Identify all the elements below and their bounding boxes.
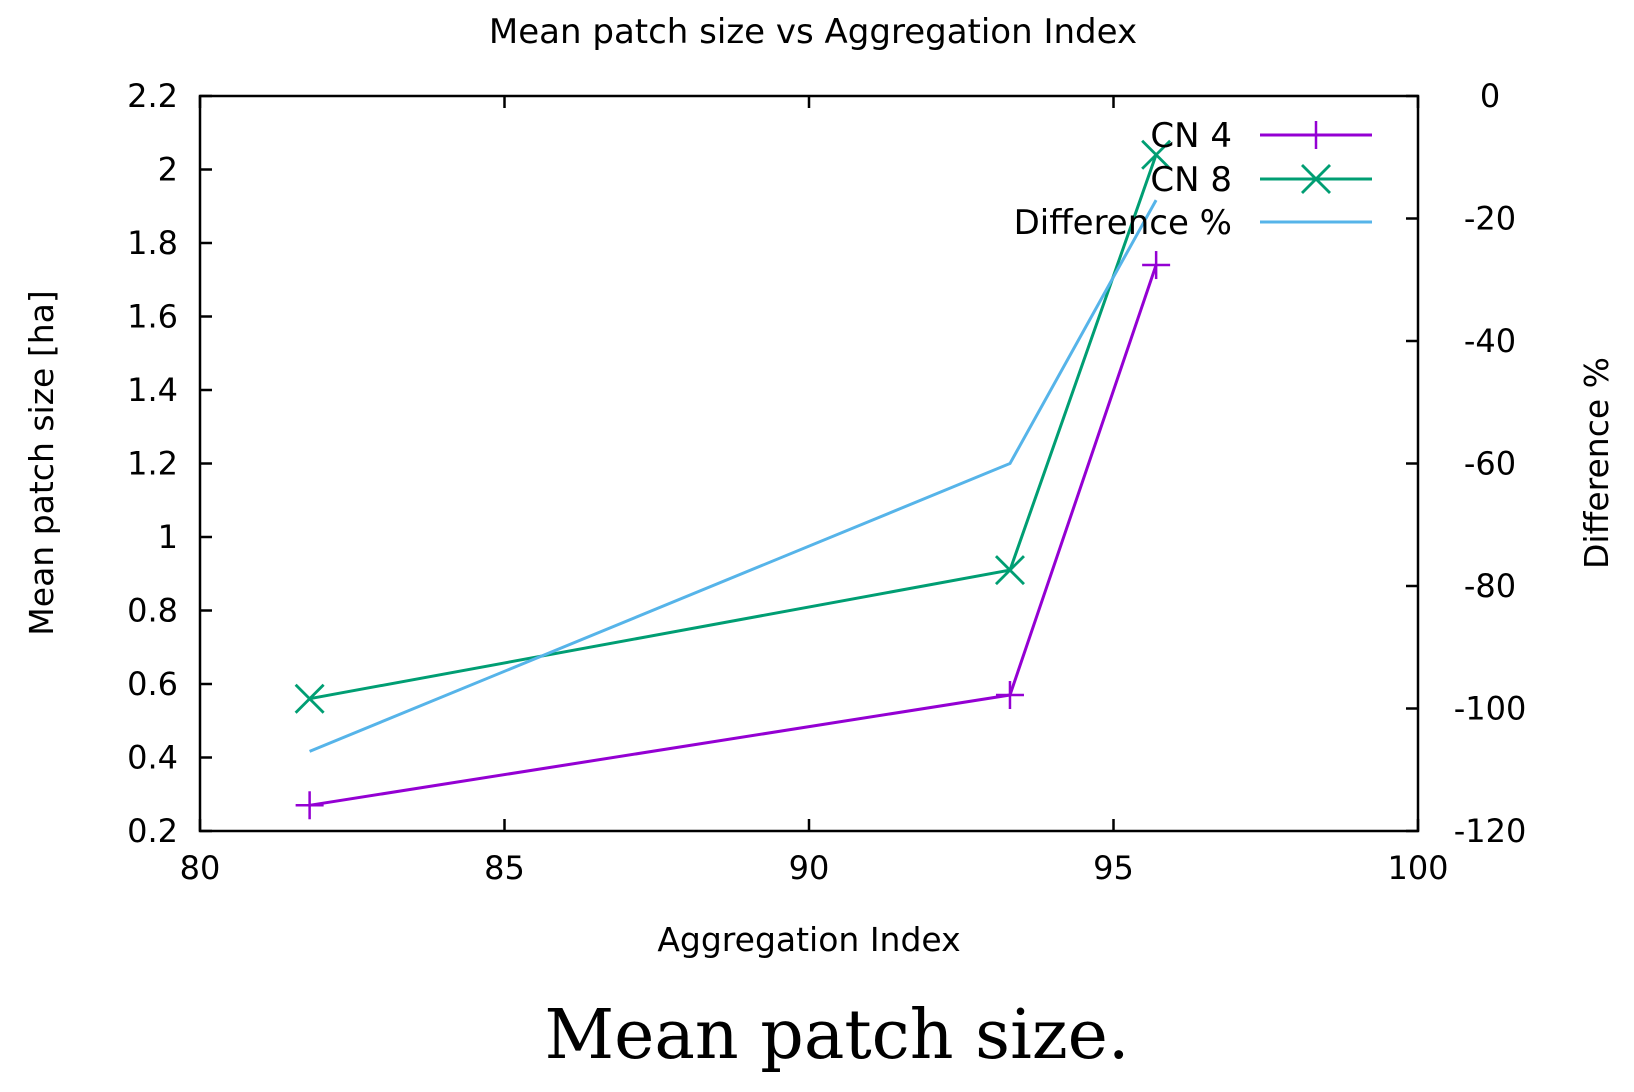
data-point-cn-8 <box>1141 139 1172 170</box>
y-tick-label: 0.2 <box>127 812 178 850</box>
y-tick-label: 1 <box>158 518 178 556</box>
data-point-cn-8-b <box>1141 139 1172 170</box>
series-layer <box>294 139 1172 820</box>
y-tick-label: 1.2 <box>127 445 178 483</box>
legend-item-cn-4: CN 4 <box>1150 116 1372 156</box>
legend-item-cn-8: CN 8 <box>1150 160 1372 200</box>
data-point-cn-4 <box>995 681 1024 710</box>
y-tick-label: 1.6 <box>127 298 178 336</box>
legend-marker-cn-8 <box>1301 164 1331 194</box>
y-axis-label: Mean patch size [ha] <box>22 290 61 635</box>
y2-tick-label: -120 <box>1454 812 1527 850</box>
legend-marker-cn-4 <box>1302 121 1330 149</box>
y-tick-label: 1.4 <box>127 371 178 409</box>
y2-tick-label: -60 <box>1464 445 1516 483</box>
series-line-cn-4 <box>309 264 1158 807</box>
y-tick-label: 2 <box>158 151 178 189</box>
ticks-layer: 80 85 90 95 100 0.2 0.4 0.6 0.8 1 1.2 1.4 1.6 1.8 2 2.2… <box>127 77 1526 887</box>
data-point-cn-8 <box>994 555 1025 586</box>
legend-item-difference: Difference % <box>1014 203 1372 243</box>
legend-label-cn-8: CN 8 <box>1150 160 1232 200</box>
data-point-cn-4 <box>295 791 324 820</box>
plot-frame <box>198 94 1420 833</box>
data-point-cn-8-b <box>994 555 1025 586</box>
y-tick-label: 0.6 <box>127 665 178 703</box>
x-tick-label: 80 <box>180 849 221 887</box>
x-tick-label: 85 <box>484 849 525 887</box>
figure-caption: Mean patch size. <box>544 996 1129 1075</box>
y2-axis-label: Difference % <box>1577 357 1616 569</box>
chart-title: Mean patch size vs Aggregation Index <box>489 12 1137 52</box>
y-tick-label: 0.8 <box>127 592 178 630</box>
y2-tick-label: -80 <box>1464 567 1516 605</box>
series-difference <box>309 199 1158 753</box>
x-tick-label: 90 <box>789 849 830 887</box>
data-point-cn-4 <box>1142 251 1171 280</box>
data-point-cn-8-b <box>294 683 325 714</box>
legend-marker-cn-8-b <box>1301 164 1331 194</box>
x-tick-label: 95 <box>1093 849 1134 887</box>
y-tick-label: 2.2 <box>127 77 178 115</box>
y2-tick-label: -40 <box>1464 322 1516 360</box>
series-line-difference <box>309 199 1158 753</box>
data-point-cn-8 <box>294 683 325 714</box>
x-tick-label: 100 <box>1387 849 1448 887</box>
legend-label-cn-4: CN 4 <box>1150 116 1232 156</box>
y2-tick-label: 0 <box>1480 77 1500 115</box>
y2-tick-label: -20 <box>1464 200 1516 238</box>
legend-label-difference: Difference % <box>1014 203 1232 243</box>
x-axis-label: Aggregation Index <box>657 920 960 959</box>
y-tick-label: 0.4 <box>127 739 178 777</box>
y2-tick-label: -100 <box>1454 690 1527 728</box>
series-cn-4 <box>295 251 1171 820</box>
y-tick-label: 1.8 <box>127 224 178 262</box>
